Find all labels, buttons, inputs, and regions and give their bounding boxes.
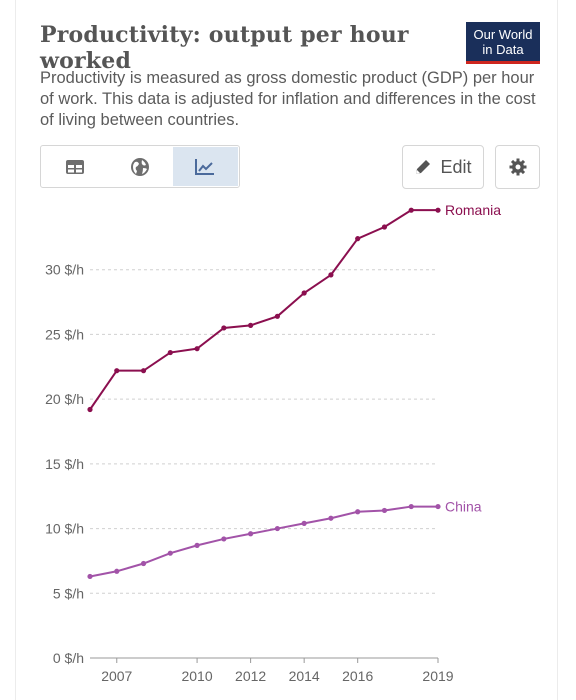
data-point-china — [87, 573, 93, 580]
settings-button[interactable] — [495, 145, 540, 189]
data-point-romania — [381, 224, 388, 230]
chart-tab[interactable] — [172, 147, 238, 186]
y-tick-label: 20 $/h — [45, 391, 84, 407]
data-point-china — [328, 515, 334, 521]
edit-button[interactable]: Edit — [402, 145, 484, 189]
data-point-romania — [114, 368, 120, 374]
logo-line-2: in Data — [482, 42, 524, 57]
y-tick-label: 10 $/h — [45, 521, 84, 537]
x-tick-label: 2010 — [181, 668, 212, 684]
series-line-romania — [89, 209, 438, 411]
line-chart-icon — [195, 158, 215, 175]
data-point-china — [248, 531, 254, 537]
data-point-romania — [221, 325, 227, 331]
data-point-china — [140, 560, 147, 567]
globe-icon — [130, 157, 149, 176]
x-tick-label: 2019 — [422, 668, 453, 684]
x-tick-label: 2014 — [289, 668, 320, 684]
map-tab[interactable] — [107, 147, 172, 186]
data-point-china — [221, 536, 227, 542]
data-point-romania — [274, 313, 280, 319]
data-point-romania — [408, 207, 414, 213]
data-point-romania — [248, 322, 254, 328]
data-point-romania — [140, 368, 147, 374]
series-label-romania: Romania — [445, 202, 501, 218]
chart-title: Productivity: output per hour worked — [40, 22, 409, 74]
y-tick-label: 30 $/h — [45, 262, 84, 278]
data-point-romania — [328, 272, 334, 278]
owid-logo[interactable]: Our World in Data — [466, 22, 540, 64]
y-tick-label: 15 $/h — [45, 456, 84, 472]
data-point-romania — [87, 406, 93, 413]
logo-line-1: Our World — [473, 27, 533, 42]
data-point-romania — [355, 236, 361, 242]
data-point-china — [274, 525, 280, 532]
data-point-china — [435, 503, 441, 510]
data-point-china — [167, 550, 173, 556]
table-tab[interactable] — [42, 147, 107, 186]
series-label-china: China — [445, 499, 482, 515]
data-point-china — [355, 509, 361, 515]
data-point-china — [114, 568, 120, 574]
chart-card — [15, 0, 558, 700]
x-tick-label: 2007 — [101, 668, 132, 684]
gear-icon — [509, 158, 526, 176]
y-tick-label: 0 $/h — [53, 650, 84, 666]
edit-button-label: Edit — [440, 156, 472, 177]
data-point-china — [408, 503, 414, 510]
chart-subtitle: Productivity is measured as gross domest… — [40, 69, 536, 129]
data-point-china — [194, 542, 200, 548]
data-point-china — [381, 507, 388, 514]
view-toggle — [40, 145, 240, 188]
series-line-china — [89, 505, 438, 578]
x-tick-label: 2012 — [235, 668, 266, 684]
pencil-icon — [416, 160, 431, 174]
data-point-china — [301, 520, 307, 526]
data-point-romania — [301, 290, 307, 296]
data-point-romania — [194, 346, 200, 352]
data-point-romania — [167, 349, 173, 356]
table-icon — [65, 159, 84, 174]
y-tick-label: 5 $/h — [53, 585, 84, 601]
y-tick-label: 25 $/h — [45, 326, 84, 342]
x-tick-label: 2016 — [342, 668, 373, 684]
data-point-romania — [435, 207, 441, 213]
